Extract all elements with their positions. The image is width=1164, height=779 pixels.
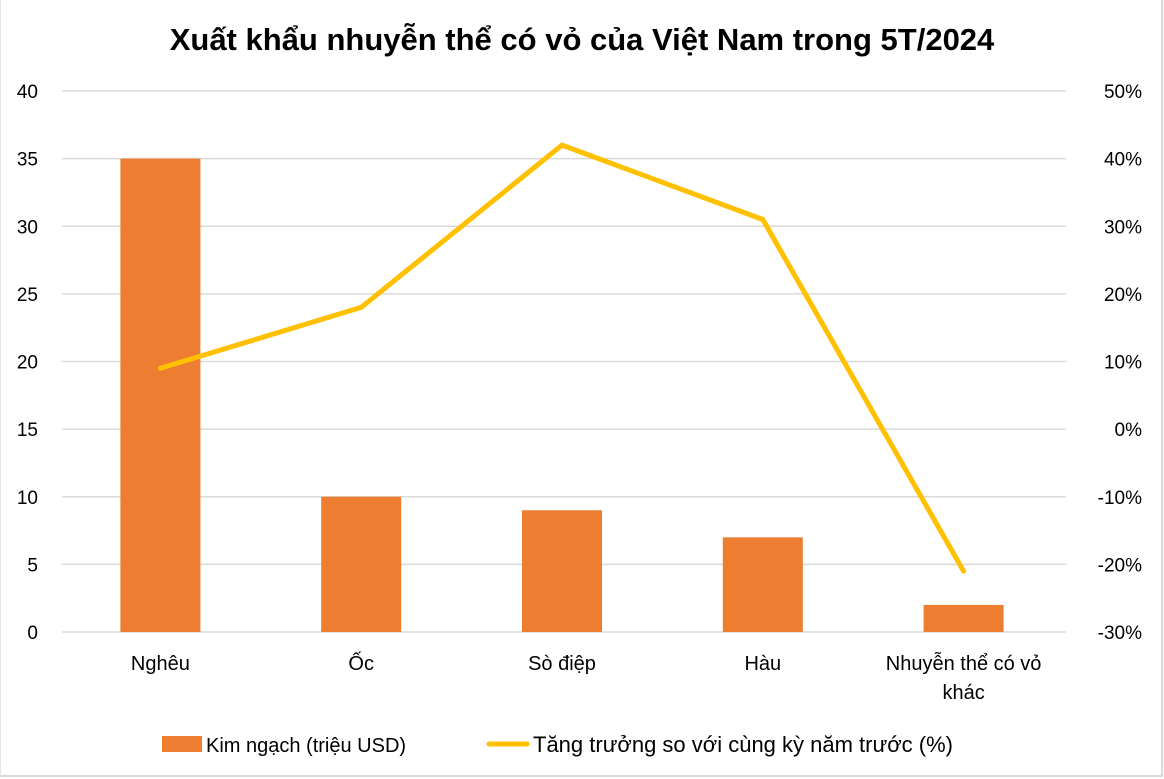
left-tick-label: 40 (17, 82, 38, 103)
category-label: Hàu (744, 653, 781, 675)
legend-bar-label: Kim ngạch (triệu USD) (206, 735, 406, 757)
right-tick-label: 0% (1115, 420, 1143, 441)
bar (722, 537, 803, 632)
line-series (157, 142, 967, 574)
left-tick-label: 0 (27, 623, 38, 644)
bar (321, 496, 402, 632)
bar (522, 510, 602, 632)
category-label: Ốc (348, 651, 374, 675)
bar (120, 158, 201, 632)
left-tick-label: 15 (17, 420, 38, 441)
category-label: Nghêu (131, 653, 190, 675)
category-labels: Nghêu Ốc Sò điệp Hàu Nhuyễn thể có vỏ khác (131, 651, 1041, 704)
right-tick-label: 50% (1104, 82, 1142, 103)
growth-line (157, 142, 967, 574)
chart-title: Xuất khẩu nhuyễn thể có vỏ của Việt Nam … (169, 22, 995, 57)
left-tick-label: 10 (17, 488, 38, 509)
left-tick-label: 35 (17, 150, 38, 171)
left-tick-label: 30 (17, 217, 38, 238)
left-axis-ticks: 0 5 10 15 20 25 30 35 40 (17, 82, 38, 644)
category-label: Nhuyễn thể có vỏ (886, 652, 1042, 675)
bar-series (120, 158, 1004, 632)
right-tick-label: 40% (1104, 150, 1142, 171)
right-tick-label: 20% (1104, 285, 1142, 306)
left-tick-label: 5 (27, 555, 38, 576)
bar (923, 604, 1004, 632)
right-tick-label: 30% (1104, 217, 1142, 238)
right-tick-label: -30% (1098, 623, 1142, 644)
left-tick-label: 25 (17, 285, 38, 306)
right-tick-label: -10% (1098, 488, 1142, 509)
legend: Kim ngạch (triệu USD) Tăng trưởng so với… (162, 732, 953, 757)
legend-line-label: Tăng trưởng so với cùng kỳ năm trước (%) (533, 732, 953, 757)
category-label: khác (942, 682, 984, 704)
category-label: Sò điệp (528, 653, 596, 675)
legend-bar-swatch (162, 736, 202, 752)
right-tick-label: -20% (1098, 555, 1142, 576)
right-tick-label: 10% (1104, 353, 1142, 374)
right-axis-ticks: -30% -20% -10% 0% 10% 20% 30% 40% 50% (1098, 82, 1142, 644)
left-tick-label: 20 (17, 353, 38, 374)
